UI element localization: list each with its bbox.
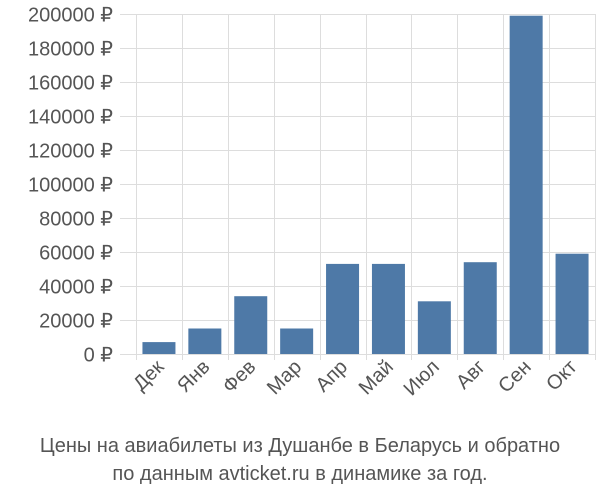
bar xyxy=(463,262,497,354)
y-tick-label: 0 ₽ xyxy=(84,345,114,367)
y-tick-label: 120000 ₽ xyxy=(28,141,113,163)
x-tick-label: Сен xyxy=(494,356,535,397)
caption-line-1: Цены на авиабилеты из Душанбе в Беларусь… xyxy=(39,435,561,457)
y-tick-label: 140000 ₽ xyxy=(28,107,113,129)
x-tick-label: Авг xyxy=(452,356,490,394)
caption-line-2: по данным avticket.ru в динамике за год. xyxy=(112,463,488,485)
x-tick-label: Окт xyxy=(542,356,581,395)
y-tick-label: 40000 ₽ xyxy=(39,277,113,299)
y-axis-ticks: 0 ₽ 20000 ₽ 40000 ₽ 60000 ₽ 80000 ₽ 100000 ₽ 1… xyxy=(28,5,113,367)
y-tick-label: 20000 ₽ xyxy=(39,311,113,333)
bar xyxy=(509,15,543,354)
bar xyxy=(371,263,405,354)
x-tick-label: Мар xyxy=(263,356,306,399)
x-tick-label: Фев xyxy=(219,356,261,398)
x-tick-label: Апр xyxy=(312,356,353,397)
x-tick-label: Янв xyxy=(173,356,214,397)
bar xyxy=(280,328,314,354)
bar xyxy=(326,263,360,354)
y-tick-label: 160000 ₽ xyxy=(28,73,113,95)
x-tick-label: Май xyxy=(355,356,398,399)
x-tick-label: Дек xyxy=(129,356,168,395)
bar xyxy=(234,296,268,354)
y-tick-label: 60000 ₽ xyxy=(39,243,113,265)
bar xyxy=(188,328,222,354)
y-tick-label: 200000 ₽ xyxy=(28,5,113,27)
y-tick-label: 80000 ₽ xyxy=(39,209,113,231)
bar xyxy=(142,342,176,354)
grid-lines xyxy=(120,14,596,360)
chart-caption: Цены на авиабилеты из Душанбе в Беларусь… xyxy=(0,432,600,488)
bars xyxy=(142,15,589,354)
y-tick-label: 180000 ₽ xyxy=(28,39,113,61)
x-tick-label: Июл xyxy=(400,356,444,400)
bar-chart: 0 ₽ 20000 ₽ 40000 ₽ 60000 ₽ 80000 ₽ 100000 ₽ 1… xyxy=(28,5,596,400)
bar xyxy=(555,253,589,354)
y-tick-label: 100000 ₽ xyxy=(28,175,113,197)
x-axis-ticks: Дек Янв Фев Мар Апр Май Июл Авг Сен Окт xyxy=(129,356,581,400)
bar xyxy=(417,301,451,354)
